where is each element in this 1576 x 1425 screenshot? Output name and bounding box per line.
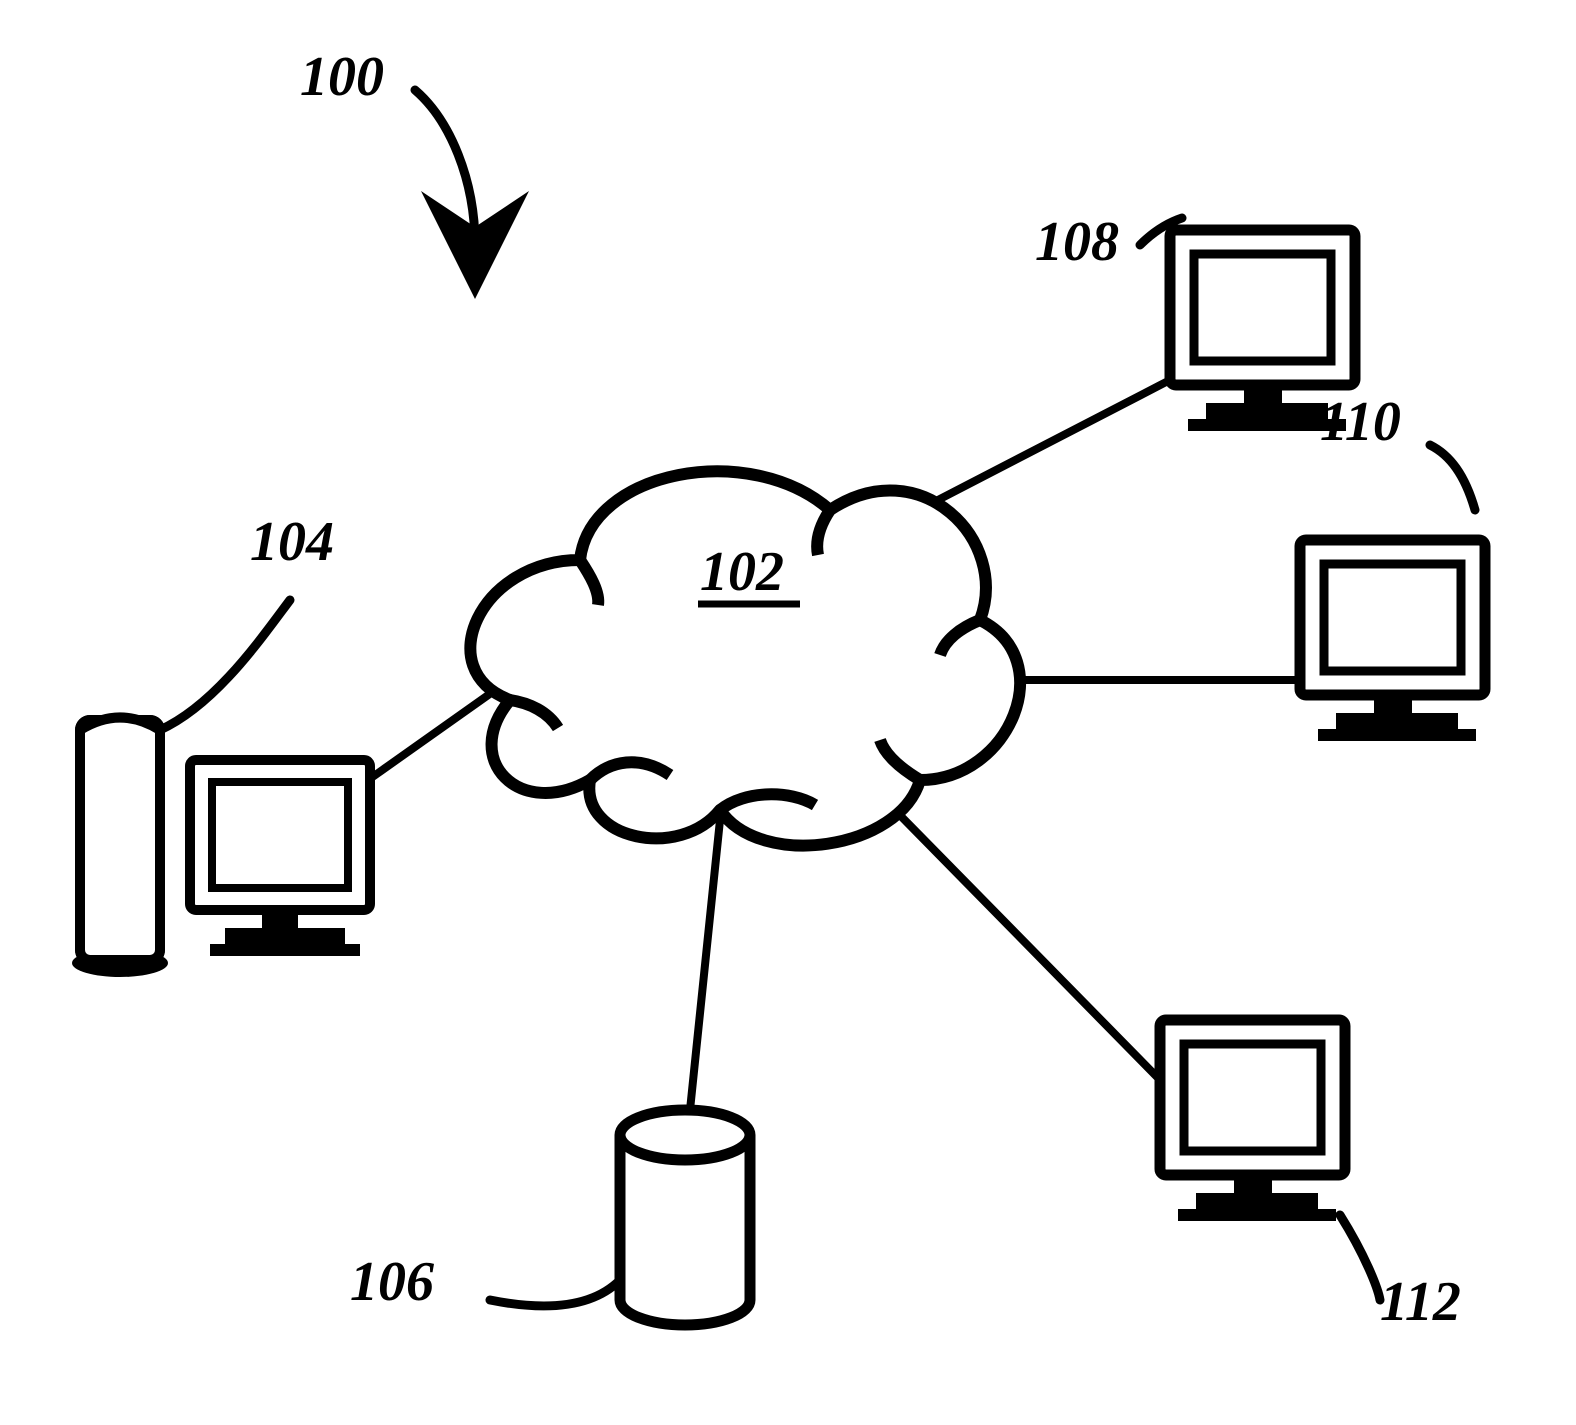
leader-database <box>490 1280 620 1306</box>
server-node <box>72 718 370 978</box>
network-diagram: 100 102 104 106 108 110 112 <box>0 0 1576 1425</box>
edge-database-cloud <box>690 820 720 1110</box>
label-database: 106 <box>350 1251 434 1313</box>
leader-system <box>415 90 475 245</box>
leader-client-c <box>1340 1215 1380 1300</box>
edge-client-c-cloud <box>890 805 1160 1080</box>
label-cloud: 102 <box>700 541 784 603</box>
database-node <box>620 1110 750 1325</box>
cloud-node <box>470 471 1020 845</box>
leader-client-b <box>1430 445 1475 510</box>
label-client-a: 108 <box>1035 211 1119 273</box>
label-server: 104 <box>250 511 334 573</box>
label-client-c: 112 <box>1380 1271 1461 1333</box>
label-client-b: 110 <box>1320 391 1401 453</box>
label-system: 100 <box>300 46 384 108</box>
client-c-node <box>1160 1020 1345 1221</box>
leader-server <box>160 600 290 730</box>
client-b-node <box>1300 540 1485 741</box>
